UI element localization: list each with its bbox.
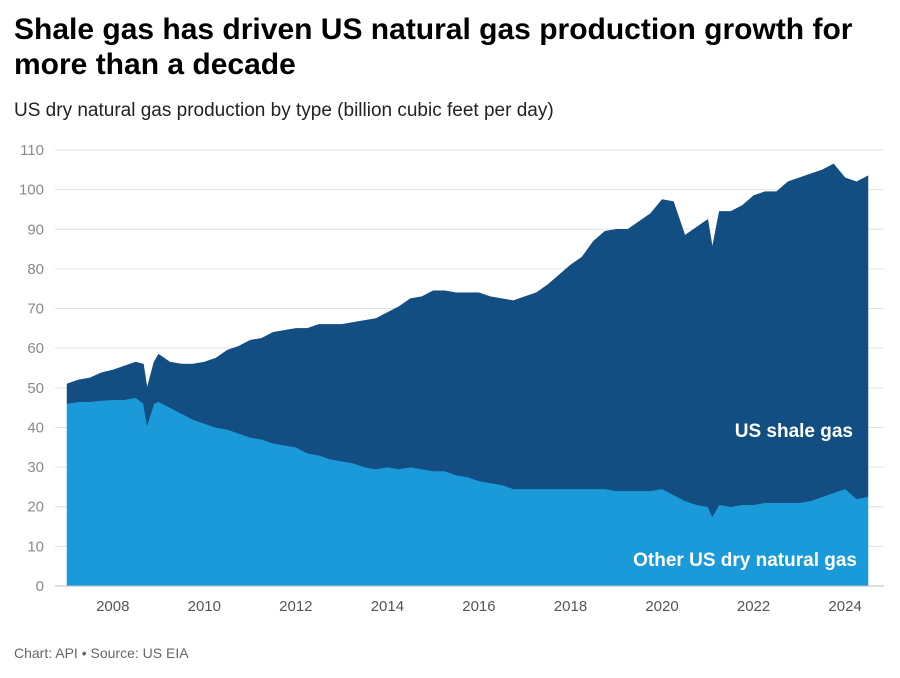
chart-subtitle: US dry natural gas production by type (b… [14, 100, 554, 121]
y-tick-label-60: 60 [27, 340, 44, 357]
x-tick-label-2008: 2008 [96, 598, 129, 615]
chart-title: Shale gas has driven US natural gas prod… [14, 13, 853, 81]
footer: Chart: API • Source: US EIA [14, 645, 189, 661]
y-tick-label-80: 80 [27, 261, 44, 278]
y-tick-label-90: 90 [27, 221, 44, 238]
x-tick-label-2012: 2012 [279, 598, 312, 615]
x-tick-label-2016: 2016 [462, 598, 495, 615]
x-tick-label-2014: 2014 [371, 598, 404, 615]
x-tick-label-2022: 2022 [737, 598, 770, 615]
y-tick-label-40: 40 [27, 419, 44, 436]
chart-credit: Chart: API [14, 645, 78, 661]
x-axis-ticks: 2008 2010 2012 2014 2016 2018 2020 2022 2024 [96, 598, 862, 615]
footer-separator: • [81, 645, 87, 661]
area-us-shale-gas [66, 163, 869, 518]
area-series [66, 163, 869, 587]
y-tick-label-10: 10 [27, 538, 44, 555]
x-tick-label-2020: 2020 [645, 598, 678, 615]
y-tick-label-20: 20 [27, 499, 44, 516]
series-label-other: Other US dry natural gas [633, 550, 857, 571]
source-credit: Source: US EIA [90, 645, 189, 661]
y-tick-label-50: 50 [27, 380, 44, 397]
y-axis-ticks: 0 10 20 30 40 50 60 70 80 90 100 110 [19, 142, 44, 595]
x-tick-label-2024: 2024 [828, 598, 861, 615]
x-tick-label-2010: 2010 [188, 598, 221, 615]
y-tick-label-100: 100 [19, 182, 44, 199]
y-tick-label-110: 110 [20, 142, 44, 159]
x-tick-label-2018: 2018 [554, 598, 587, 615]
y-tick-label-30: 30 [27, 459, 44, 476]
y-tick-label-0: 0 [36, 578, 44, 595]
series-label-shale: US shale gas [735, 421, 853, 442]
y-tick-label-70: 70 [27, 301, 44, 318]
